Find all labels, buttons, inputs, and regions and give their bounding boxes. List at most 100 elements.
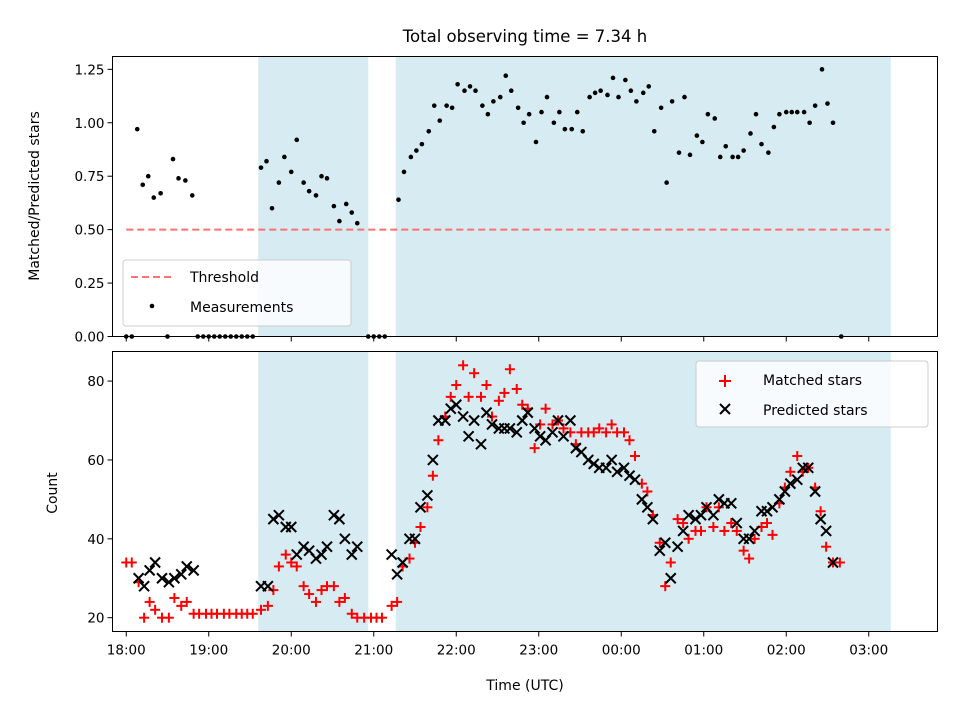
y-tick-label: 40 [87, 532, 104, 548]
predicted-star-point [528, 422, 541, 435]
predicted-star-point [611, 466, 623, 478]
matched-star-point [619, 427, 629, 438]
top-legend: Threshold Measurements [122, 259, 352, 327]
top-y-axis-label: Matched/Predicted stars [27, 111, 43, 281]
predicted-star-point [462, 430, 475, 442]
matched-star-point [169, 592, 180, 603]
predicted-star-point [534, 430, 546, 442]
matched-star-point [476, 391, 486, 402]
measurement-point [158, 190, 163, 196]
predicted-star-point [321, 541, 333, 553]
matched-star-point [815, 506, 826, 517]
predicted-star-point [647, 513, 659, 525]
legend-threshold-label: Threshold [189, 270, 259, 286]
matched-star-point [696, 525, 706, 536]
x-tick-label: 21:00 [354, 643, 393, 659]
measurement-point [282, 154, 287, 160]
measurement-point [331, 203, 337, 209]
matched-star-point [463, 391, 474, 402]
predicted-star-point [570, 442, 582, 454]
measurement-point [515, 105, 521, 111]
matched-star-point [377, 612, 387, 623]
observing-window-band [395, 56, 891, 337]
matched-star-point [346, 608, 357, 619]
measurement-point [598, 88, 603, 93]
bottom-axes-frame [112, 351, 938, 632]
matched-star-point [422, 502, 433, 513]
predicted-star-point [641, 501, 654, 513]
matched-star-point [785, 466, 796, 477]
y-tick-label: 1.00 [74, 116, 104, 132]
measurement-point [539, 109, 544, 115]
matched-star-point [588, 427, 599, 438]
matched-star-point [726, 518, 737, 529]
matched-star-point [558, 423, 569, 434]
predicted-star-point [636, 493, 648, 506]
measurement-point [473, 88, 478, 93]
matched-star-point [529, 443, 540, 454]
predicted-star-point [187, 564, 200, 577]
predicted-star-point [588, 458, 600, 470]
x-tick-label: 00:00 [602, 643, 641, 659]
measurement-point [819, 67, 825, 72]
matched-star-point [126, 557, 137, 568]
predicted-star-point [351, 541, 363, 553]
predicted-star-point [689, 513, 702, 525]
matched-star-point [298, 581, 309, 592]
matched-star-point [744, 553, 755, 564]
measurement-point [700, 139, 705, 145]
measurement-point [140, 182, 146, 188]
matched-star-point [386, 600, 397, 611]
matched-star-point [672, 514, 683, 525]
predicted-star-point [285, 521, 297, 533]
matched-star-point [708, 521, 719, 532]
matched-star-point [286, 557, 297, 568]
matched-star-point [738, 545, 749, 556]
matched-star-point [601, 427, 612, 438]
measurement-point [623, 77, 628, 83]
matched-star-point [517, 399, 528, 410]
matched-star-point [316, 585, 327, 596]
measurement-point [723, 143, 729, 149]
measurement-point [682, 94, 687, 100]
predicted-star-point [427, 454, 439, 466]
x-tick-label: 02:00 [767, 643, 806, 659]
legend-matched-label: Matched stars [763, 373, 862, 389]
predicted-star-point [814, 513, 827, 525]
measurement-point [526, 111, 532, 117]
measurement-point [151, 195, 157, 200]
predicted-star-point [522, 406, 534, 419]
measurement-point [574, 109, 580, 115]
measurement-point [705, 111, 711, 117]
measurement-point [533, 139, 539, 145]
measurement-point [741, 148, 746, 153]
measurement-point [794, 109, 800, 115]
matched-star-point [535, 419, 546, 430]
bottom-y-axis-label: Count [45, 472, 61, 514]
predicted-star-point [333, 513, 346, 525]
matched-star-point [678, 518, 689, 529]
predicted-star-point [779, 485, 791, 498]
predicted-star-point [731, 517, 743, 529]
predicted-star-point [310, 552, 322, 565]
predicted-star-point [149, 556, 161, 569]
matched-star-point [654, 537, 665, 548]
measurement-point [288, 169, 294, 175]
predicted-star-point [695, 509, 707, 521]
measurement-point [313, 193, 319, 198]
matched-star-point [458, 360, 469, 371]
y-tick-label: 60 [87, 453, 104, 469]
y-tick-label: 80 [87, 374, 104, 390]
observing-window-band [258, 351, 369, 632]
top-axes-frame [112, 56, 938, 337]
predicted-star-point [346, 548, 358, 561]
matched-star-point [792, 451, 803, 462]
matched-star-point [176, 600, 187, 611]
measurement-point [337, 218, 342, 224]
matched-star-point [304, 589, 315, 600]
measurement-point [812, 103, 818, 108]
x-tick-label: 23:00 [519, 643, 558, 659]
predicted-star-point [504, 422, 516, 435]
matched-star-point [499, 387, 510, 398]
matched-star-point [144, 596, 155, 607]
